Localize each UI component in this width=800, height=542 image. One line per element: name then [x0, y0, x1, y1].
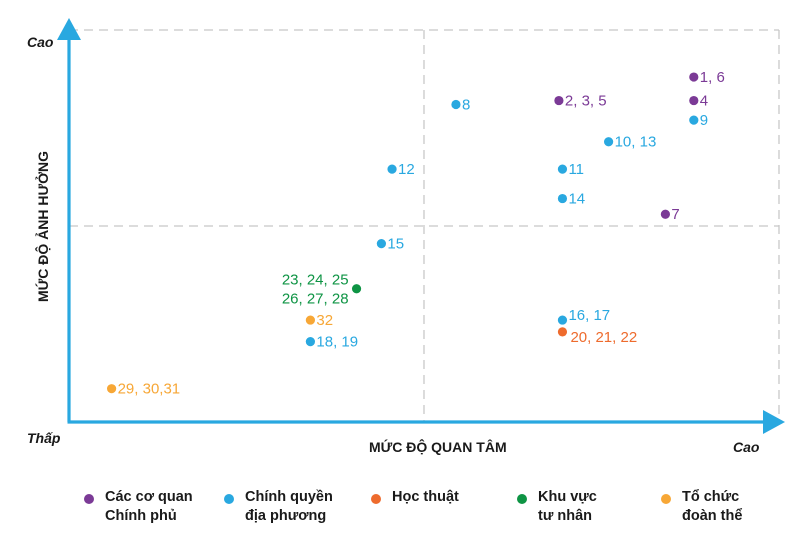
data-label: 1, 6: [700, 69, 725, 86]
data-label: 29, 30,31: [118, 381, 181, 398]
data-label: 18, 19: [316, 334, 358, 351]
legend-item: Học thuật: [371, 488, 459, 507]
data-point-khu-vực-tư-nhân: [351, 284, 362, 294]
legend-item: Các cơ quan Chính phủ: [84, 488, 193, 526]
data-point-chính-quyền-địa-phương: [557, 164, 568, 174]
data-label: 10, 13: [615, 134, 657, 151]
data-point-các-cơ-quan-chính-phủ: [660, 209, 671, 219]
data-point-các-cơ-quan-chính-phủ: [689, 72, 699, 82]
legend-label: Khu vực tư nhân: [538, 489, 597, 524]
data-label: 4: [700, 93, 708, 110]
data-point-chính-quyền-địa-phương: [387, 164, 397, 174]
data-label: 15: [387, 236, 404, 253]
y-axis-title: MỨC ĐỘ ẢNH HƯỞNG: [34, 151, 51, 302]
data-point-chính-quyền-địa-phương: [376, 239, 386, 249]
x-axis-low-label: Thấp: [27, 430, 61, 446]
data-label: 2, 3, 5: [565, 93, 607, 110]
legend-label: Các cơ quan Chính phủ: [105, 489, 193, 524]
legend: Các cơ quan Chính phủ Chính quyền địa phươn…: [0, 488, 800, 538]
y-axis-arrowhead: [57, 18, 81, 40]
data-label: 14: [568, 191, 585, 208]
data-point-chính-quyền-địa-phương: [451, 99, 461, 110]
legend-dot-icon: [371, 494, 381, 504]
points-layer: 1, 6 4 2, 3, 5 7 9 8 10, 13 11 12 14 15 18, 19 16, 1…: [107, 69, 725, 398]
legend-dot-icon: [224, 494, 234, 504]
data-point-chính-quyền-địa-phương: [557, 315, 568, 325]
data-label: 8: [462, 96, 470, 113]
data-point-chính-quyền-địa-phương: [557, 193, 568, 204]
data-label: 12: [398, 161, 415, 178]
axes-layer: [57, 18, 785, 434]
x-axis-arrowhead: [763, 410, 785, 434]
legend-dot-icon: [517, 494, 527, 504]
data-point-chính-quyền-địa-phương: [305, 337, 315, 347]
data-point-các-cơ-quan-chính-phủ: [554, 95, 564, 106]
legend-item: Chính quyền địa phương: [224, 488, 333, 526]
legend-item: Tổ chức đoàn thể: [661, 488, 742, 526]
data-point-tổ-chức-đoàn-thể: [107, 384, 117, 394]
data-label: 26, 27, 28: [282, 291, 349, 308]
data-label: 16, 17: [568, 307, 610, 324]
legend-dot-icon: [84, 494, 94, 504]
legend-label: Tổ chức đoàn thể: [682, 489, 743, 524]
grid-layer: [69, 29, 780, 422]
legend-label: Học thuật: [392, 489, 459, 505]
data-point-học-thuật: [557, 327, 568, 337]
data-point-chính-quyền-địa-phương: [604, 137, 614, 147]
y-axis-high-label: Cao: [27, 34, 54, 50]
data-label: 20, 21, 22: [570, 329, 637, 346]
legend-item: Khu vực tư nhân: [517, 488, 597, 526]
data-label: 7: [671, 206, 679, 223]
legend-dot-icon: [661, 494, 671, 504]
data-label: 32: [316, 312, 333, 329]
data-point-chính-quyền-địa-phương: [689, 115, 699, 125]
data-label: 11: [568, 161, 584, 178]
data-point-tổ-chức-đoàn-thể: [305, 315, 315, 325]
data-label: 23, 24, 25: [282, 272, 349, 289]
legend-label: Chính quyền địa phương: [245, 489, 333, 524]
x-axis-high-label: Cao: [733, 439, 760, 455]
data-label: 9: [700, 112, 708, 129]
x-axis-title: MỨC ĐỘ QUAN TÂM: [369, 438, 507, 455]
data-point-các-cơ-quan-chính-phủ: [689, 95, 699, 106]
